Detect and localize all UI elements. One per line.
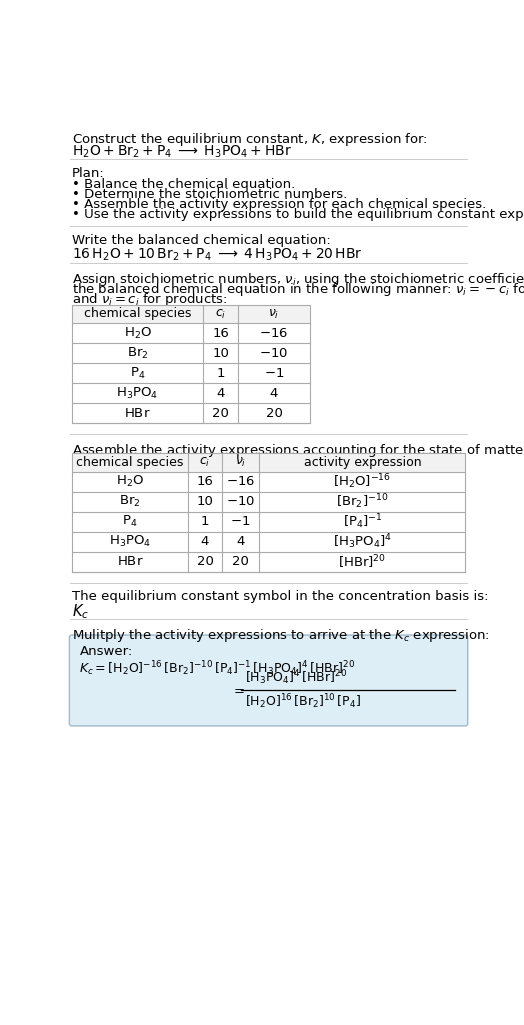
Text: Assign stoichiometric numbers, $\nu_i$, using the stoichiometric coefficients, $: Assign stoichiometric numbers, $\nu_i$, … (72, 271, 524, 288)
Text: 4: 4 (201, 535, 209, 548)
Text: Mulitply the activity expressions to arrive at the $K_c$ expression:: Mulitply the activity expressions to arr… (72, 626, 489, 644)
Text: 10: 10 (196, 495, 213, 508)
Text: • Balance the chemical equation.: • Balance the chemical equation. (72, 178, 295, 192)
Bar (72, 304, 310, 423)
Text: • Assemble the activity expression for each chemical species.: • Assemble the activity expression for e… (72, 199, 486, 211)
Text: • Determine the stoichiometric numbers.: • Determine the stoichiometric numbers. (72, 189, 347, 202)
Text: 20: 20 (196, 556, 213, 569)
Text: 4: 4 (236, 535, 245, 548)
Text: Answer:: Answer: (80, 645, 133, 658)
Text: $-16$: $-16$ (226, 476, 255, 488)
Text: $[\mathrm{H_3PO_4}]^{4}\,[\mathrm{HBr}]^{20}$: $[\mathrm{H_3PO_4}]^{4}\,[\mathrm{HBr}]^… (245, 668, 347, 687)
Text: $-1$: $-1$ (231, 516, 251, 528)
Text: $\mathrm{H_3PO_4}$: $\mathrm{H_3PO_4}$ (108, 534, 151, 549)
Text: • Use the activity expressions to build the equilibrium constant expression.: • Use the activity expressions to build … (72, 208, 524, 221)
Text: $[\mathrm{H_3PO_4}]^{4}$: $[\mathrm{H_3PO_4}]^{4}$ (333, 533, 392, 551)
Text: 16: 16 (196, 476, 213, 488)
Text: $c_i$: $c_i$ (199, 456, 211, 469)
Text: $\mathrm{H_2O}$: $\mathrm{H_2O}$ (116, 475, 144, 489)
Text: $c_i$: $c_i$ (215, 308, 226, 321)
Text: 20: 20 (212, 407, 229, 420)
Text: 20: 20 (232, 556, 249, 569)
Text: $K_c$: $K_c$ (72, 602, 89, 621)
Text: and $\nu_i = c_i$ for products:: and $\nu_i = c_i$ for products: (72, 291, 227, 308)
Text: $\mathrm{P_4}$: $\mathrm{P_4}$ (130, 366, 145, 381)
Text: activity expression: activity expression (303, 456, 421, 469)
Text: Plan:: Plan: (72, 167, 104, 180)
Text: Assemble the activity expressions accounting for the state of matter and $\nu_i$: Assemble the activity expressions accoun… (72, 442, 524, 459)
Text: $[\mathrm{P_4}]^{-1}$: $[\mathrm{P_4}]^{-1}$ (343, 512, 382, 531)
Text: $-1$: $-1$ (264, 367, 284, 379)
Text: $K_c = [\mathrm{H_2O}]^{-16}\,[\mathrm{Br_2}]^{-10}\,[\mathrm{P_4}]^{-1}\,[\math: $K_c = [\mathrm{H_2O}]^{-16}\,[\mathrm{B… (80, 659, 356, 678)
Text: chemical species: chemical species (76, 456, 183, 469)
Text: The equilibrium constant symbol in the concentration basis is:: The equilibrium constant symbol in the c… (72, 590, 488, 604)
Text: 4: 4 (270, 386, 278, 400)
Text: $-10$: $-10$ (226, 495, 255, 508)
Text: $=$: $=$ (231, 684, 245, 696)
Bar (72, 304, 310, 323)
Bar (72, 453, 465, 472)
Text: $\mathrm{HBr}$: $\mathrm{HBr}$ (124, 407, 151, 420)
Text: 1: 1 (201, 516, 209, 528)
Text: Construct the equilibrium constant, $K$, expression for:: Construct the equilibrium constant, $K$,… (72, 131, 428, 148)
Text: 16: 16 (212, 327, 229, 339)
Text: $\mathrm{P_4}$: $\mathrm{P_4}$ (122, 515, 138, 529)
Text: $\mathrm{HBr}$: $\mathrm{HBr}$ (116, 556, 143, 569)
Text: $\mathrm{H_3PO_4}$: $\mathrm{H_3PO_4}$ (116, 385, 159, 401)
Text: $\nu_i$: $\nu_i$ (235, 456, 246, 469)
Text: 4: 4 (216, 386, 225, 400)
Text: $\mathrm{16\,H_2O + 10\,Br_2 + P_4 \;\longrightarrow\; 4\,H_3PO_4 + 20\,HBr}$: $\mathrm{16\,H_2O + 10\,Br_2 + P_4 \;\lo… (72, 246, 363, 262)
Text: chemical species: chemical species (84, 308, 191, 321)
Text: $\mathrm{H_2O}$: $\mathrm{H_2O}$ (124, 326, 151, 340)
Text: $[\mathrm{HBr}]^{20}$: $[\mathrm{HBr}]^{20}$ (339, 554, 386, 571)
Text: $\nu_i$: $\nu_i$ (268, 308, 280, 321)
Text: $\mathrm{H_2O + Br_2 + P_4 \;\longrightarrow\; H_3PO_4 + HBr}$: $\mathrm{H_2O + Br_2 + P_4 \;\longrighta… (72, 144, 291, 160)
Bar (72, 453, 465, 572)
FancyBboxPatch shape (69, 636, 468, 726)
Text: $[\mathrm{Br_2}]^{-10}$: $[\mathrm{Br_2}]^{-10}$ (336, 492, 388, 511)
Text: 10: 10 (212, 346, 229, 360)
Text: 1: 1 (216, 367, 225, 379)
Text: $[\mathrm{H_2O}]^{-16}$: $[\mathrm{H_2O}]^{-16}$ (333, 473, 391, 491)
Text: $[\mathrm{H_2O}]^{16}\,[\mathrm{Br_2}]^{10}\,[\mathrm{P_4}]$: $[\mathrm{H_2O}]^{16}\,[\mathrm{Br_2}]^{… (245, 693, 361, 711)
Text: $-10$: $-10$ (259, 346, 289, 360)
Text: $\mathrm{Br_2}$: $\mathrm{Br_2}$ (119, 494, 140, 509)
Text: $\mathrm{Br_2}$: $\mathrm{Br_2}$ (127, 345, 148, 361)
Text: the balanced chemical equation in the following manner: $\nu_i = -c_i$ for react: the balanced chemical equation in the fo… (72, 281, 524, 298)
Text: 20: 20 (266, 407, 282, 420)
Text: $-16$: $-16$ (259, 327, 289, 339)
Text: Write the balanced chemical equation:: Write the balanced chemical equation: (72, 234, 331, 247)
